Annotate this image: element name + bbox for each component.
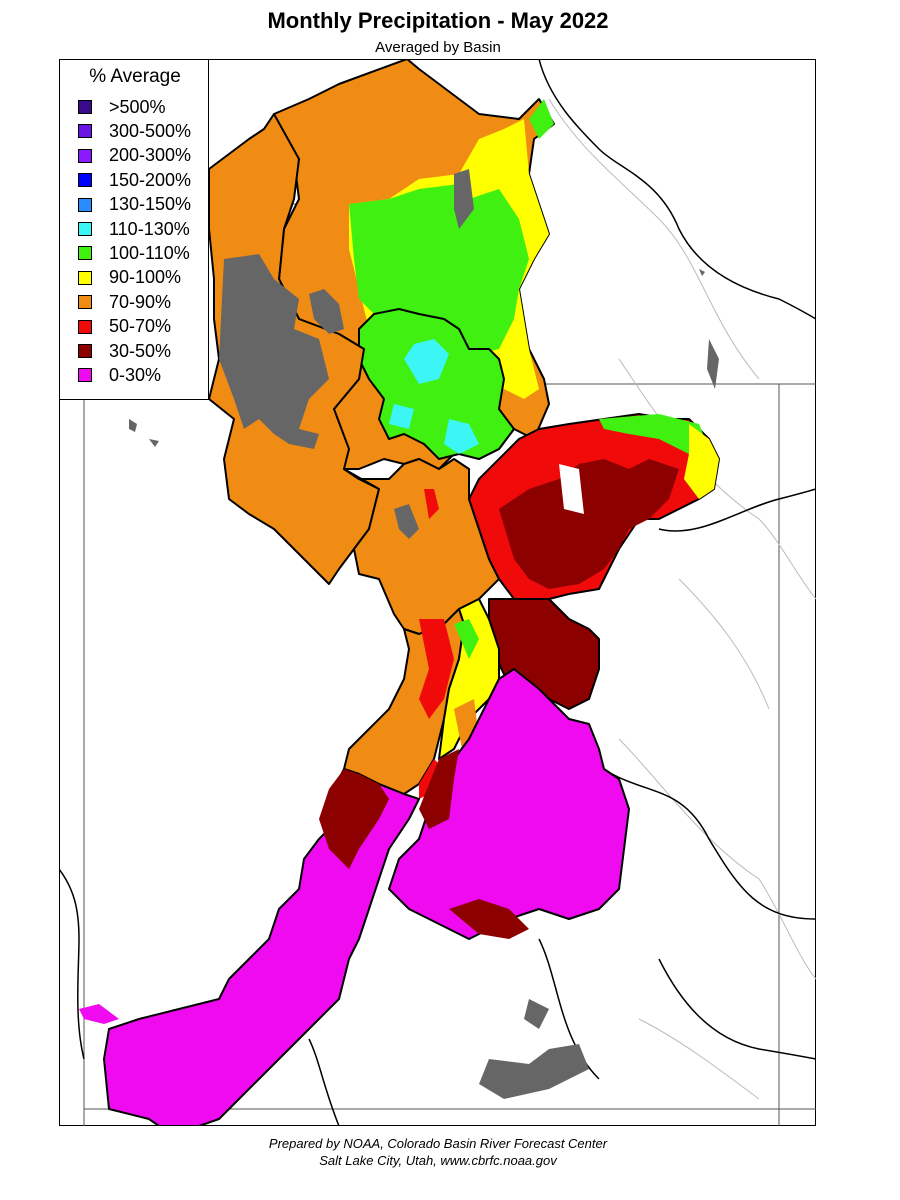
legend-label: 100-110% (109, 242, 190, 263)
legend-label: 300-500% (109, 120, 192, 141)
legend-label: 150-200% (109, 169, 192, 190)
legend-item: 200-300% (78, 145, 191, 167)
legend-label: 200-300% (109, 145, 192, 166)
legend-label: 50-70% (109, 316, 172, 337)
legend-swatch (78, 295, 92, 310)
basin-regions (79, 59, 720, 1126)
lakes (129, 269, 719, 1099)
legend-item: 30-50% (78, 340, 171, 362)
credit-line-2: Salt Lake City, Utah, www.cbrfc.noaa.gov (319, 1153, 557, 1168)
basin-provo-jordan (343, 458, 500, 635)
legend-swatch (78, 368, 92, 383)
legend-swatch (78, 124, 92, 139)
legend-item: 110-130% (78, 218, 190, 240)
legend-item: >500% (78, 96, 166, 118)
legend-label: 0-30% (109, 364, 162, 385)
legend-label: 70-90% (109, 291, 172, 312)
legend-swatch (78, 148, 92, 163)
legend-label: 30-50% (109, 340, 172, 361)
legend-swatch (78, 100, 92, 114)
legend-item: 70-90% (78, 291, 171, 313)
legend-swatch (78, 197, 92, 212)
legend-swatch (78, 319, 92, 334)
legend-item: 90-100% (78, 267, 181, 289)
legend-title: % Average (89, 66, 181, 87)
map-title: Monthly Precipitation - May 2022 (267, 8, 609, 33)
river-lines (548, 98, 816, 1100)
legend-label: 90-100% (109, 267, 182, 288)
credit-line-1: Prepared by NOAA, Colorado Basin River F… (268, 1136, 608, 1151)
legend-item: 100-110% (78, 242, 190, 264)
legend-swatch (78, 222, 92, 236)
legend-swatch (78, 173, 92, 188)
legend-swatch (78, 270, 92, 285)
legend: % Average >500% 300-500% 200-300% 150-200% 1… (59, 59, 209, 400)
legend-label: 110-130% (109, 218, 190, 239)
legend-swatch (78, 246, 92, 261)
legend-item: 150-200% (78, 169, 191, 191)
precipitation-map (59, 59, 816, 1126)
legend-label: 130-150% (109, 194, 192, 215)
legend-item: 50-70% (78, 316, 171, 338)
legend-swatch (78, 344, 92, 358)
legend-item: 300-500% (78, 120, 191, 142)
legend-label: >500% (109, 96, 166, 117)
map-subtitle: Averaged by Basin (375, 39, 501, 56)
legend-item: 0-30% (78, 364, 161, 386)
legend-item: 130-150% (78, 194, 191, 216)
